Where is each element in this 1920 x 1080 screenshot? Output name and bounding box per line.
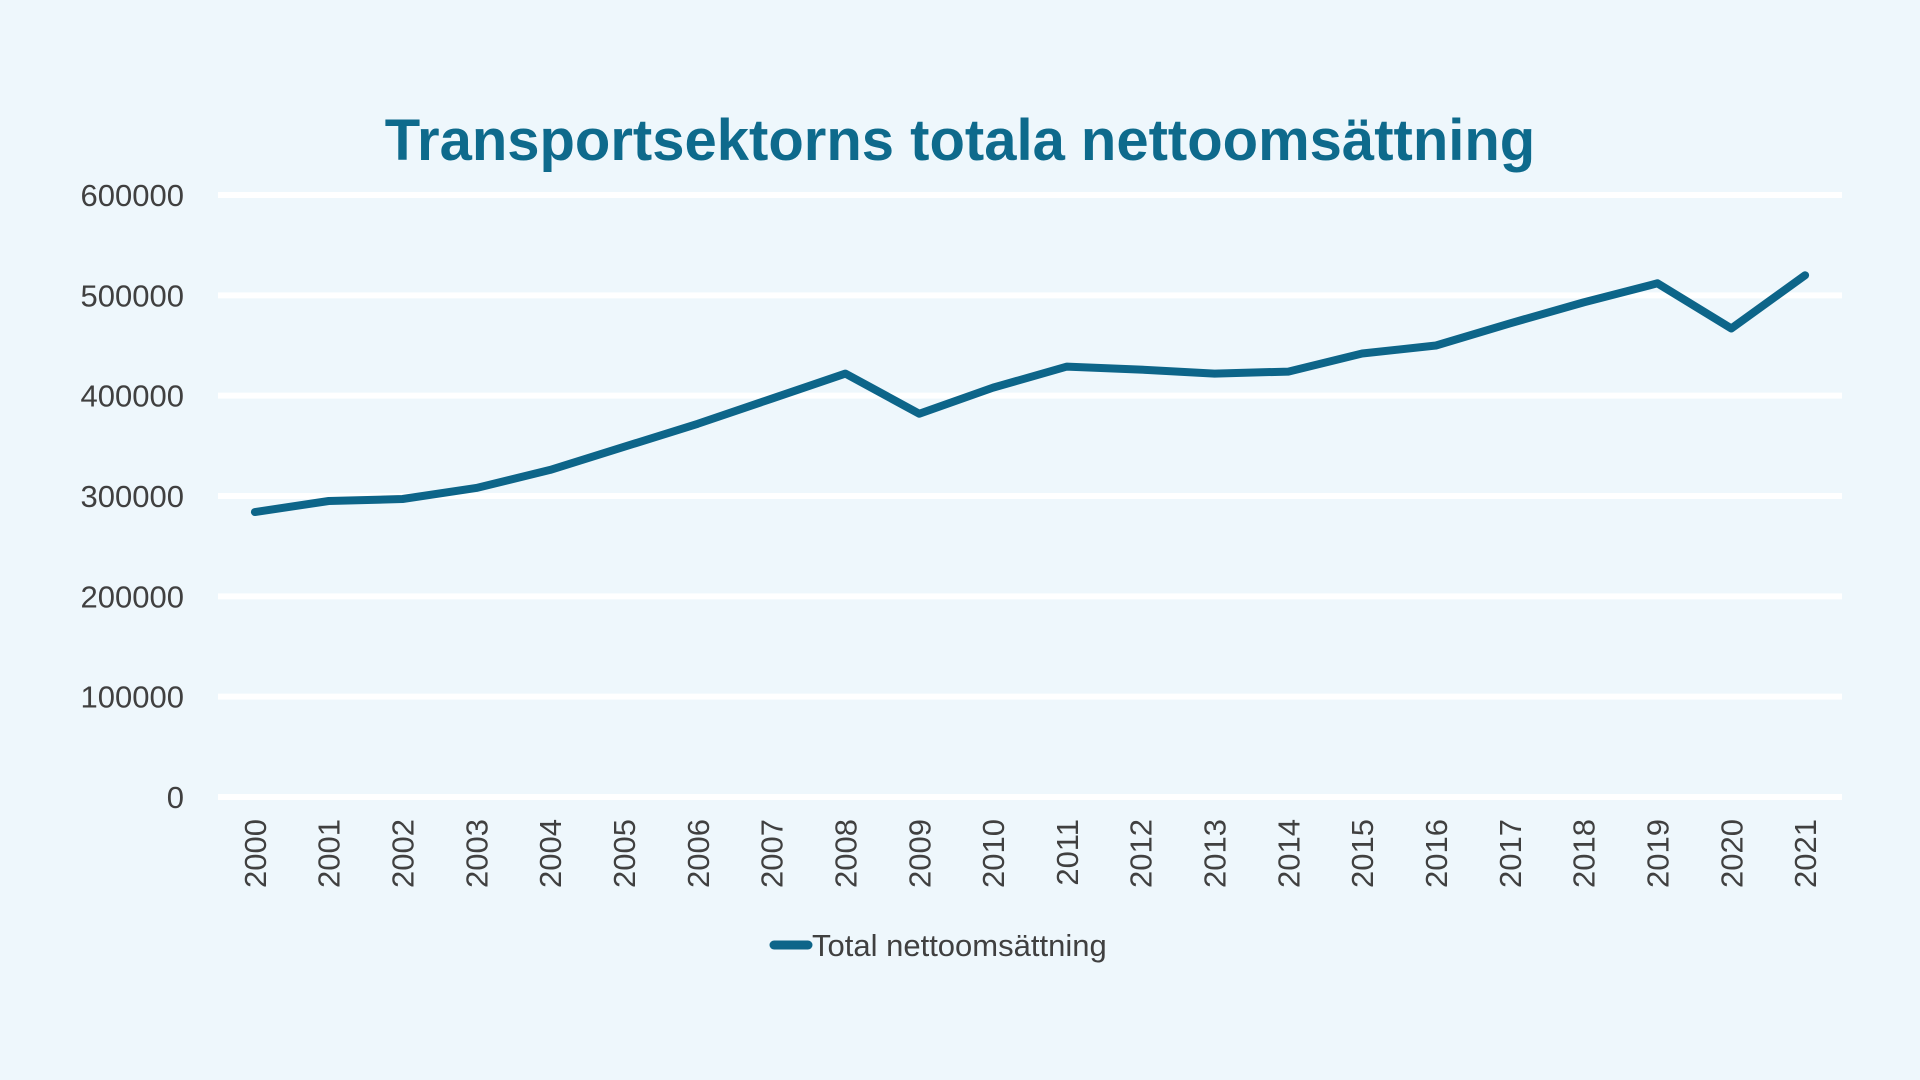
x-tick-label: 2009 [902,819,937,888]
data-point [475,487,477,489]
data-point [1730,327,1732,329]
series-lines [250,271,1810,517]
data-point [697,423,699,425]
data-point [1066,366,1068,368]
data-point [254,511,256,513]
data-point [623,446,625,448]
data-point [844,373,846,375]
x-tick-label: 2020 [1714,819,1749,888]
x-tick-label: 2015 [1345,819,1380,888]
y-tick-label: 600000 [81,178,184,213]
x-tick-label: 2002 [386,819,421,888]
data-point [1804,274,1806,276]
data-point [328,500,330,502]
data-point [549,469,551,471]
legend: Total nettoomsättning [769,928,1107,963]
series-line [250,271,1810,517]
data-point [771,398,773,400]
x-tick-label: 2018 [1567,819,1602,888]
data-point [1361,353,1363,355]
x-tick-label: 2004 [533,819,568,888]
x-tick-label: 2001 [312,819,347,888]
data-point [1583,301,1585,303]
y-tick-label: 300000 [81,479,184,514]
x-tick-label: 2007 [755,819,790,888]
y-tick-label: 200000 [81,579,184,614]
y-tick-label: 100000 [81,680,184,715]
y-tick-label: 500000 [81,278,184,313]
data-point [1214,373,1216,375]
x-axis-tick-labels: 2000 2001 2002 2003 2004 2005 2006 2007 2008 2009… [238,819,1823,888]
data-point [1287,371,1289,373]
x-tick-label: 2010 [976,819,1011,888]
x-tick-label: 2021 [1788,819,1823,888]
x-tick-label: 2014 [1271,819,1306,888]
y-axis-tick-labels: 0 100000 200000 300000 400000 500000 600000 [81,178,184,815]
data-point [992,387,994,389]
data-point [402,498,404,500]
x-tick-label: 2019 [1640,819,1675,888]
x-tick-label: 2017 [1493,819,1528,888]
x-tick-label: 2012 [1124,819,1159,888]
x-tick-label: 2016 [1419,819,1454,888]
data-point [918,413,920,415]
gridlines [218,192,1842,800]
x-tick-label: 2003 [459,819,494,888]
legend-label: Total nettoomsättning [812,928,1107,963]
data-point [1435,345,1437,346]
x-tick-label: 2013 [1198,819,1233,888]
x-tick-label: 2000 [238,819,273,888]
chart-title: Transportsektorns totala nettoomsättning [385,108,1535,173]
data-point [1509,322,1511,324]
x-tick-label: 2005 [607,819,642,888]
y-tick-label: 400000 [81,379,184,414]
y-tick-label: 0 [167,780,184,815]
data-point [1656,282,1658,284]
data-point [1140,369,1142,371]
x-tick-label: 2011 [1050,819,1085,886]
x-tick-label: 2006 [681,819,716,888]
x-tick-label: 2008 [828,819,863,888]
